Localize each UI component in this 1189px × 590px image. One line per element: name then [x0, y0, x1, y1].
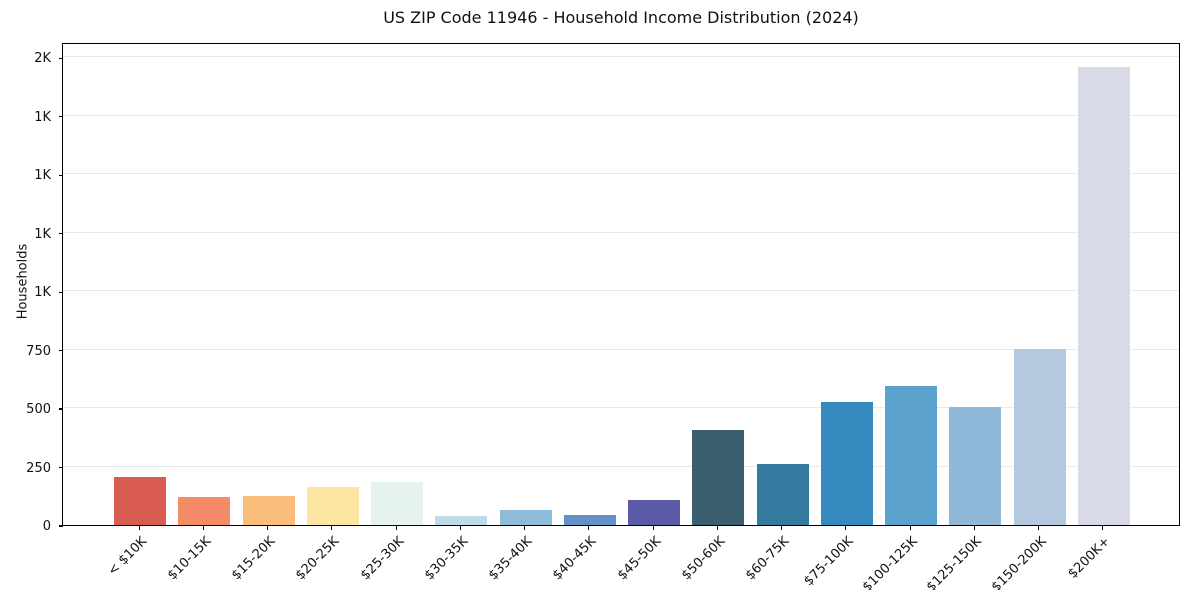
bar	[628, 500, 681, 525]
y-axis: 0 250 500 750 1K 1K 1K 1K 2K	[0, 43, 63, 534]
bar	[114, 477, 167, 525]
y-tick	[59, 233, 63, 235]
y-tick	[59, 116, 63, 118]
bar	[306, 486, 359, 525]
x-tick	[781, 526, 783, 530]
x-tick-label: $150-200K	[988, 534, 1050, 590]
gridline	[63, 114, 1179, 116]
y-tick-label: 1K	[34, 285, 51, 301]
y-tick-label: 250	[26, 460, 51, 476]
bar	[1077, 67, 1130, 525]
x-tick-label: < $10K	[104, 534, 150, 579]
bar	[371, 481, 424, 525]
x-tick-label: $200K+	[1065, 534, 1114, 582]
x-tick-label: $75-100K	[801, 534, 857, 590]
gridline	[63, 173, 1179, 175]
x-tick	[588, 526, 590, 530]
x-tick-label: $125-150K	[924, 534, 985, 590]
x-tick	[395, 526, 397, 530]
x-tick	[909, 526, 911, 530]
x-tick	[459, 526, 461, 530]
y-tick-label: 1K	[34, 109, 51, 125]
y-tick	[59, 350, 63, 352]
x-tick	[331, 526, 333, 530]
x-tick-label: $15-20K	[229, 534, 279, 584]
y-tick-label: 0	[42, 519, 51, 534]
y-tick-label: 2K	[34, 51, 51, 67]
x-tick	[1038, 526, 1040, 530]
x-axis: < $10K $10-15K $15-20K $20-25K $25-30K $30-35…	[62, 526, 1180, 590]
y-tick-label: 750	[26, 343, 51, 359]
x-tick	[138, 526, 140, 530]
y-tick	[59, 466, 63, 469]
bar	[820, 402, 873, 525]
gridline	[63, 231, 1179, 233]
y-tick-label: 500	[26, 402, 51, 418]
x-tick	[845, 526, 847, 530]
y-tick	[59, 408, 63, 410]
x-tick-label: $35-40K	[486, 534, 536, 584]
y-tick	[59, 291, 63, 293]
x-tick	[202, 526, 204, 530]
x-tick	[524, 526, 526, 530]
x-tick-label: $20-25K	[293, 534, 343, 584]
x-tick-label: $50-60K	[678, 534, 728, 584]
x-tick-label: $40-45K	[550, 534, 600, 584]
bar	[178, 497, 231, 525]
bar	[756, 463, 809, 525]
bar	[435, 515, 488, 525]
x-tick-label: $60-75K	[743, 534, 793, 584]
bar	[499, 510, 552, 525]
y-tick	[59, 57, 63, 59]
x-tick	[267, 526, 269, 530]
bar	[1013, 348, 1066, 525]
gridline	[63, 348, 1179, 350]
gridline	[63, 290, 1179, 292]
chart-title: US ZIP Code 11946 - Household Income Dis…	[383, 8, 859, 27]
x-tick	[1102, 526, 1104, 530]
bar	[692, 430, 745, 525]
x-tick-label: $45-50K	[614, 534, 664, 584]
gridline	[63, 56, 1179, 58]
x-tick-label: $10-15K	[164, 534, 214, 584]
plot-area	[62, 43, 1180, 526]
x-tick	[973, 526, 975, 530]
y-tick	[59, 525, 63, 527]
x-tick	[652, 526, 654, 530]
y-tick	[59, 174, 63, 176]
gridline	[63, 407, 1179, 409]
x-tick-label: $100-125K	[859, 534, 921, 590]
bar	[242, 496, 295, 525]
x-tick-label: $30-35K	[421, 534, 471, 584]
bar	[885, 386, 938, 525]
gridline	[63, 465, 1179, 467]
bar	[949, 407, 1002, 525]
x-tick	[716, 526, 718, 530]
x-tick-label: $25-30K	[357, 534, 407, 584]
y-tick-label: 1K	[34, 168, 51, 184]
y-tick-label: 1K	[34, 226, 51, 242]
bar	[563, 515, 616, 525]
